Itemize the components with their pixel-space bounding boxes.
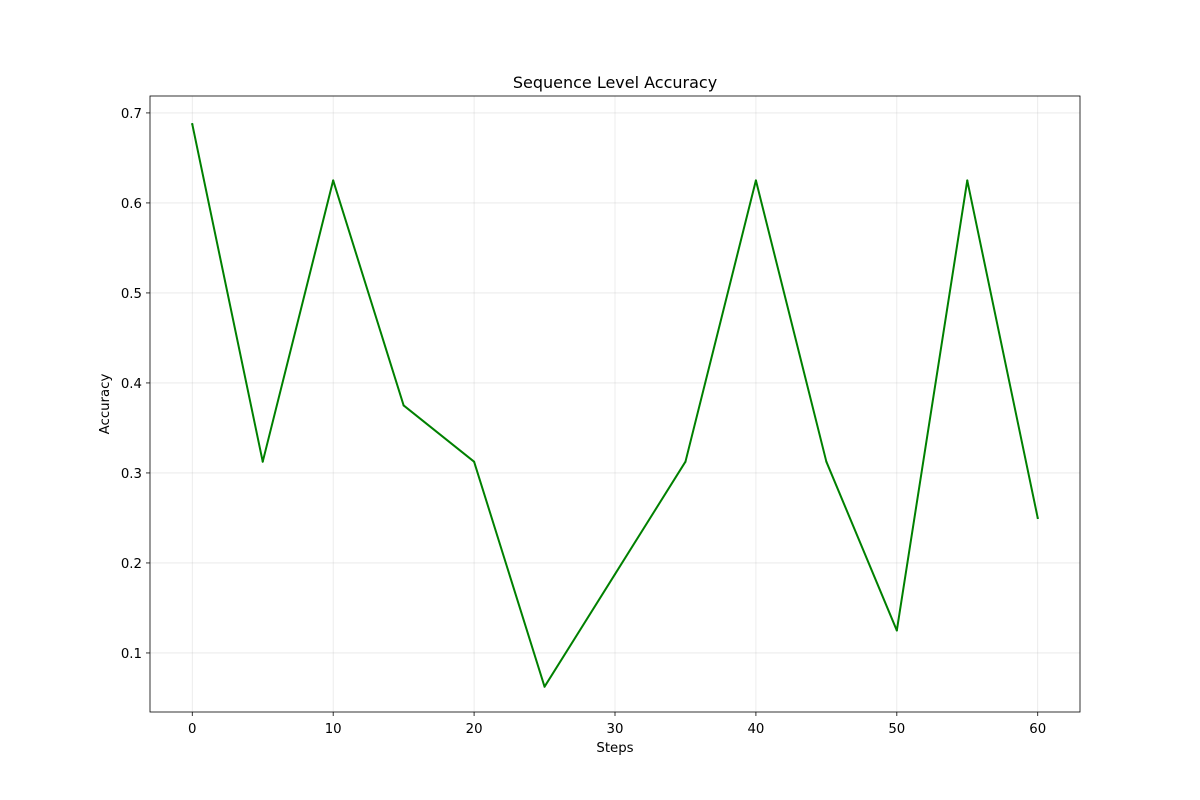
- y-tick-label: 0.2: [121, 557, 142, 572]
- data-point: [966, 179, 969, 182]
- y-tick-label: 0.7: [121, 107, 142, 122]
- data-point: [473, 460, 476, 463]
- chart-title: Sequence Level Accuracy: [513, 73, 717, 92]
- data-point: [191, 123, 194, 126]
- x-axis-label: Steps: [596, 741, 633, 756]
- grid: [150, 96, 1080, 712]
- y-tick-label: 0.3: [121, 467, 142, 482]
- y-tick-label: 0.6: [121, 197, 142, 212]
- data-point: [614, 573, 616, 576]
- y-tick-label: 0.4: [121, 377, 142, 392]
- y-tick-label: 0.5: [121, 287, 142, 302]
- data-point: [543, 685, 546, 688]
- x-tick-label: 50: [888, 722, 905, 737]
- x-tick-label: 0: [188, 722, 196, 737]
- data-point: [754, 179, 757, 182]
- y-tick-label: 0.1: [121, 647, 142, 662]
- x-tick-label: 40: [747, 722, 764, 737]
- data-point: [402, 404, 405, 407]
- series-group: [191, 122, 1039, 688]
- y-axis-ticks: 0.1 0.2 0.3 0.4 0.5 0.6 0.7: [121, 107, 150, 662]
- data-point: [261, 460, 264, 463]
- data-point: [825, 460, 828, 463]
- plot-area-background: [150, 96, 1080, 712]
- data-point: [1036, 516, 1039, 519]
- data-point: [684, 460, 687, 463]
- x-tick-label: 60: [1029, 722, 1046, 737]
- data-point: [895, 629, 898, 632]
- x-tick-label: 20: [466, 722, 483, 737]
- x-tick-label: 30: [607, 722, 624, 737]
- x-tick-label: 10: [325, 722, 342, 737]
- data-point: [332, 179, 335, 182]
- x-axis-ticks: 0 10 20 30 40 50 60: [188, 712, 1046, 737]
- y-axis-label: Accuracy: [98, 374, 113, 435]
